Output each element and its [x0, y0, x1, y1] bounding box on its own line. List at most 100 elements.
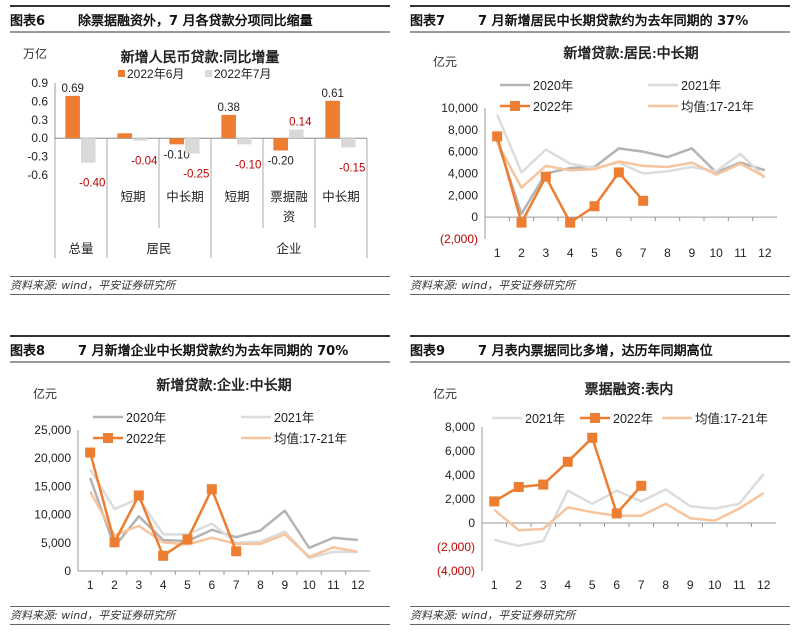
figure-title: 除票据融资外，7 月各贷款分项同比缩量	[78, 13, 313, 29]
data-point-marker	[587, 432, 598, 443]
series-line	[89, 468, 358, 560]
legend-marker	[590, 413, 600, 423]
legend-label: 均值:17-21年	[695, 411, 768, 426]
data-label: -0.15	[339, 162, 365, 174]
bar-july	[185, 138, 200, 154]
source-note: 资料来源: wind，平安证券研究所	[10, 606, 390, 625]
x-tick-label: 1	[87, 578, 94, 592]
bar-june	[117, 133, 132, 139]
chart-title: 票据融资:表内	[585, 381, 674, 397]
y-tick-label: 0	[471, 210, 478, 224]
series-line	[493, 436, 643, 515]
data-label: -0.40	[79, 178, 105, 190]
series-line	[493, 473, 765, 548]
y-tick-label: 20,000	[34, 451, 71, 465]
y-tick-label: 5,000	[41, 536, 71, 550]
x-tick-label: 8	[664, 246, 671, 260]
legend-label: 均值:17-21年	[681, 99, 754, 114]
x-tick-label: 2	[518, 246, 525, 260]
x-tick-label: 11	[327, 578, 340, 592]
x-tick-label: 3	[540, 578, 547, 592]
data-point-marker	[636, 480, 647, 491]
y-axis-unit: 亿元	[433, 54, 457, 69]
data-point-marker	[109, 537, 120, 548]
data-label: -0.04	[131, 156, 158, 168]
x-tick-label: 7	[640, 246, 647, 260]
bar-june	[169, 138, 184, 145]
x-tick-label: 4	[160, 578, 167, 592]
legend-label: 2022年6月	[127, 67, 184, 81]
x-tick-label: 9	[688, 246, 695, 260]
category-label: 票据融	[270, 190, 308, 204]
x-tick-label: 10	[709, 246, 723, 260]
x-tick-label: 10	[302, 578, 316, 592]
y-tick-label: 2,000	[448, 188, 478, 202]
y-tick-label: 0.9	[31, 76, 48, 90]
x-tick-label: 12	[758, 246, 772, 260]
series-line	[495, 140, 766, 216]
series-line	[89, 490, 359, 559]
group-label: 居民	[146, 242, 171, 256]
data-label: -0.25	[183, 169, 209, 181]
figure-header: 图表8 7 月新增企业中长期贷款约为去年同期的 70%	[10, 335, 390, 363]
bar-july	[133, 138, 148, 141]
category-label: 中长期	[166, 189, 204, 204]
y-tick-label: 2,000	[445, 492, 475, 506]
figure-7-panel: 图表7 7 月新增居民中长期贷款约为去年同期的 37% 亿元 新增贷款:居民:中长期…	[400, 0, 800, 320]
y-tick-label: 15,000	[34, 479, 71, 493]
data-point-marker	[492, 131, 503, 142]
legend-swatch-july	[205, 70, 212, 77]
bar-june	[273, 138, 288, 151]
bar-july	[341, 138, 356, 148]
bar-june	[65, 95, 80, 139]
line-chart: 亿元 新增贷款:居民:中长期 10,000 8,000 6,000 4,000 2,000 0…	[433, 45, 777, 260]
x-tick-label: 1	[494, 246, 501, 260]
figure-header: 图表6 除票据融资外，7 月各贷款分项同比缩量	[10, 5, 390, 33]
figure-title: 7 月新增企业中长期贷款约为去年同期的 70%	[78, 343, 349, 359]
chart-title: 新增人民币贷款:同比增量	[121, 49, 280, 65]
data-point-marker	[611, 508, 622, 519]
data-point-marker	[133, 490, 144, 501]
figure-9-panel: 图表9 7 月表内票据同比多增，达历年同期高位 亿元 票据融资:表内 8,000 6,0…	[400, 330, 800, 640]
y-tick-label: 6,000	[448, 145, 478, 159]
bar-june	[221, 114, 236, 139]
y-tick-label: 10,000	[34, 508, 71, 522]
y-tick-label: 25,000	[34, 423, 71, 437]
figure-number: 图表6	[10, 13, 46, 29]
legend-label: 2020年	[126, 411, 166, 425]
data-point-marker	[538, 479, 549, 490]
data-label: 0.14	[289, 117, 312, 129]
y-tick-label: 4,000	[448, 167, 478, 181]
x-tick-label: 12	[757, 578, 771, 592]
y-tick-label: 0.3	[31, 113, 48, 127]
figure-6-panel: 图表6 除票据融资外，7 月各贷款分项同比缩量 万亿 新增人民币贷款:同比增量 202…	[0, 0, 400, 320]
y-tick-label: 8,000	[448, 123, 478, 137]
x-tick-label: 5	[591, 246, 598, 260]
x-tick-label: 3	[542, 246, 549, 260]
bar-july	[289, 129, 304, 139]
source-note: 资料来源: wind，平安证券研究所	[10, 276, 390, 295]
data-point-marker	[638, 195, 649, 206]
category-label: 短期	[120, 190, 145, 204]
bar-july	[237, 138, 252, 145]
y-tick-label: 0.0	[31, 131, 48, 145]
x-tick-label: 6	[208, 578, 215, 592]
figure-header: 图表9 7 月表内票据同比多增，达历年同期高位	[410, 335, 790, 363]
line-chart: 亿元 新增贷款:企业:中长期 25,000 20,000 15,000 10,000 5,0…	[33, 377, 370, 592]
series-line	[496, 114, 766, 179]
data-point-marker	[589, 201, 600, 212]
x-tick-label: 12	[351, 578, 365, 592]
data-point-marker	[565, 217, 576, 228]
x-tick-label: 2	[515, 578, 522, 592]
y-tick-label: 6,000	[445, 444, 475, 458]
bar-june	[325, 100, 340, 139]
y-tick-label: (2,000)	[440, 232, 478, 246]
figure-8-panel: 图表8 7 月新增企业中长期贷款约为去年同期的 70% 亿元 新增贷款:企业:中长期…	[0, 330, 400, 640]
y-tick-label: (2,000)	[437, 540, 475, 554]
series-line	[496, 142, 766, 189]
x-tick-label: 9	[687, 578, 694, 592]
chart-title: 新增贷款:居民:中长期	[563, 45, 698, 61]
x-tick-label: 6	[615, 246, 622, 260]
x-tick-label: 7	[638, 578, 645, 592]
group-label: 企业	[276, 241, 301, 256]
